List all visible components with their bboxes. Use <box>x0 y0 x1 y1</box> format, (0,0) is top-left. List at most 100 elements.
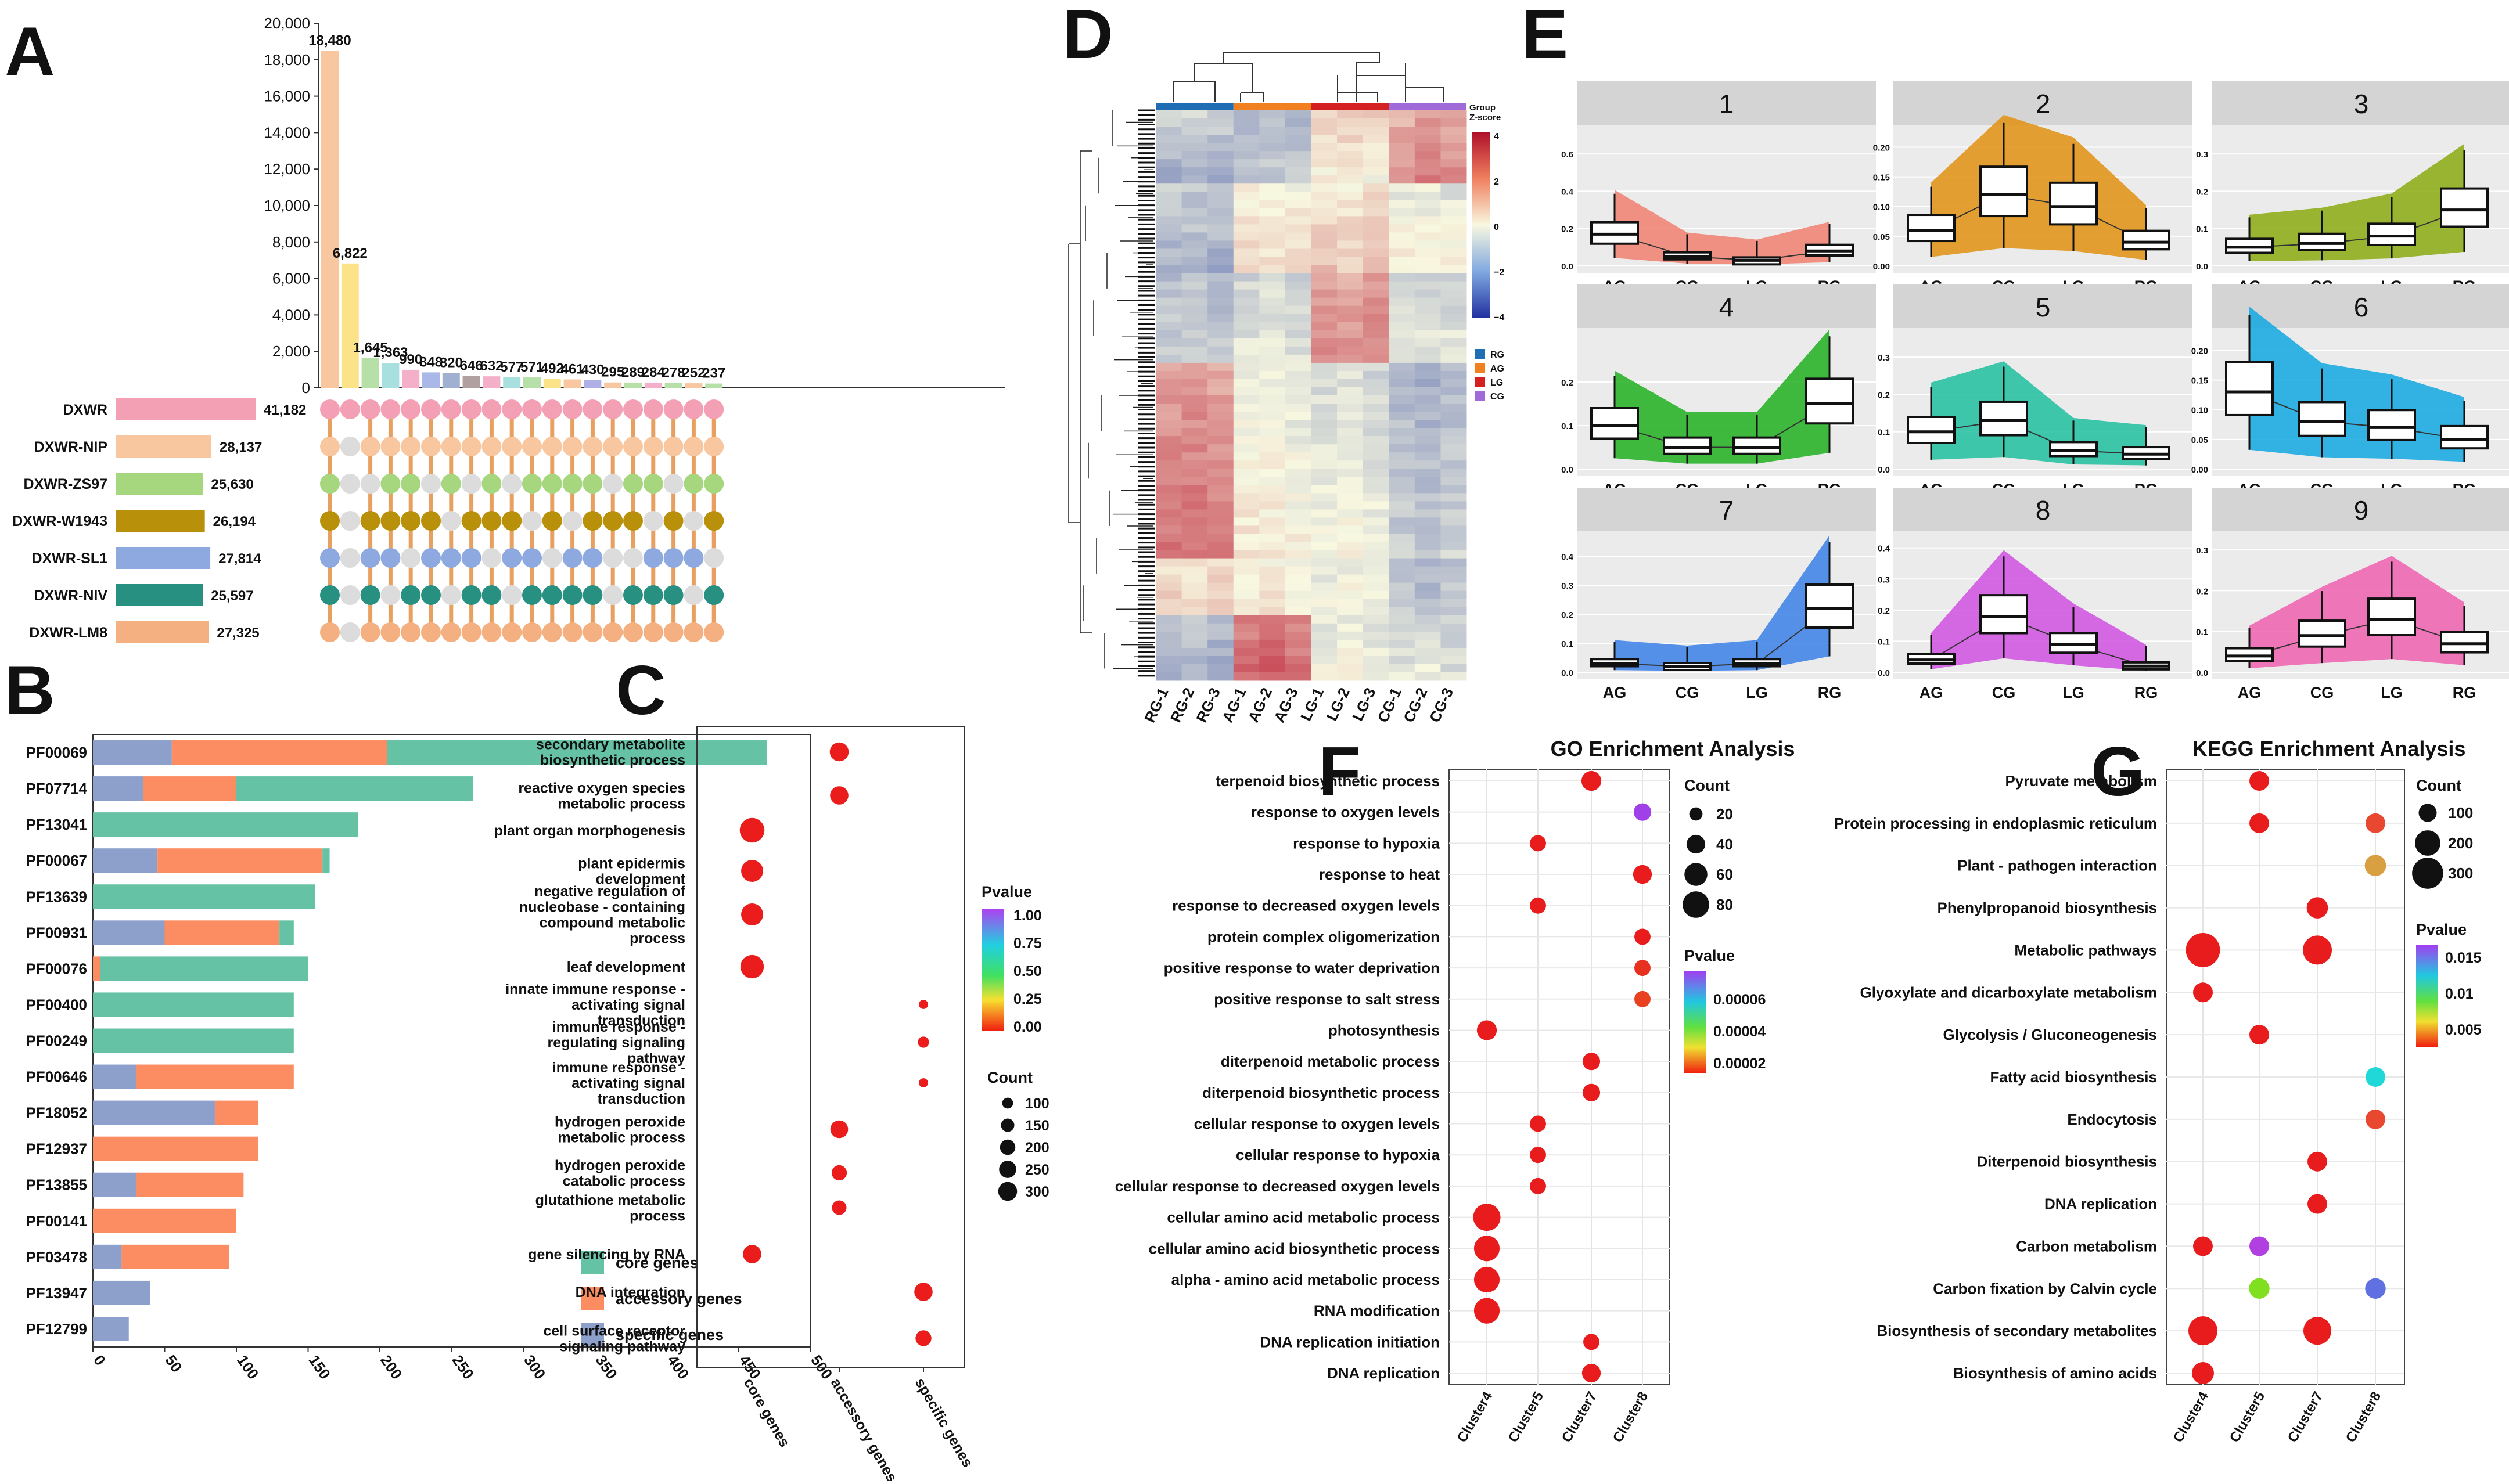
d-heatmap-cell <box>1440 444 1467 453</box>
d-heatmap-cell <box>1363 354 1389 363</box>
a-set-name: DXWR-W1943 <box>12 513 107 530</box>
d-heatmap-cell <box>1259 273 1286 282</box>
c-term-label: immune response -regulating signaling pat… <box>547 1019 685 1067</box>
d-heatmap-cell <box>1207 354 1234 363</box>
a-intersection-bar <box>604 382 622 388</box>
d-heatmap-cell <box>1207 322 1234 331</box>
e-box <box>1979 165 2028 218</box>
d-heatmap-cell <box>1259 387 1286 396</box>
d-heatmap-cell <box>1363 517 1389 526</box>
a-matrix-dot <box>704 511 724 531</box>
d-heatmap-cell <box>1414 639 1441 649</box>
c-count-title: Count <box>987 1069 1033 1086</box>
c-dot <box>743 1245 761 1263</box>
d-heatmap-cell <box>1337 501 1364 510</box>
d-heatmap-cell <box>1285 118 1311 127</box>
d-heatmap-cell <box>1181 240 1208 249</box>
a-intersection-label: 820 <box>440 355 463 370</box>
d-heatmap-cell <box>1363 639 1389 649</box>
d-heatmap-cell <box>1414 289 1441 298</box>
d-heatmap-cell <box>1181 615 1208 624</box>
d-heatmap-cell <box>1207 404 1234 412</box>
d-heatmap-cell <box>1285 167 1311 176</box>
d-heatmap-cell <box>1363 452 1389 461</box>
d-heatmap-cell <box>1440 192 1467 200</box>
a-matrix-dot <box>380 548 401 568</box>
d-heatmap-cell <box>1389 509 1415 518</box>
a-set-size-bar <box>116 510 205 532</box>
g-dot <box>2307 1151 2327 1172</box>
d-heatmap-cell <box>1389 240 1415 249</box>
f-count-tick: 20 <box>1716 805 1733 823</box>
d-heatmap-cell <box>1156 216 1182 225</box>
a-matrix-dot <box>684 399 704 419</box>
d-heatmap-cell <box>1440 143 1467 152</box>
f-dot <box>1581 770 1602 791</box>
d-heatmap-cell <box>1311 615 1338 624</box>
e-ytick-label: 0.1 <box>1561 639 1573 649</box>
e-box <box>2440 187 2489 228</box>
d-heatmap-cell <box>1233 387 1260 396</box>
d-heatmap-cell <box>1311 208 1338 217</box>
d-heatmap-cell <box>1389 297 1415 307</box>
d-heatmap-cell <box>1363 257 1389 266</box>
d-heatmap-cell <box>1285 631 1311 640</box>
panel-b: PF00069 PF07714 PF13041 PF00067 PF13639 PF009… <box>26 734 836 1382</box>
d-heatmap-cell <box>1259 672 1286 681</box>
d-heatmap-cell <box>1389 110 1415 119</box>
d-heatmap-cell <box>1181 200 1208 208</box>
a-ytick-label: 20,000 <box>264 15 310 32</box>
b-bar-segment <box>93 992 294 1017</box>
d-legend-title-zscore: Z-score <box>1469 113 1501 123</box>
d-heatmap-cell <box>1259 118 1286 127</box>
d-heatmap-cell <box>1181 452 1208 461</box>
a-matrix-dot <box>684 585 704 605</box>
d-heatmap-cell <box>1259 289 1286 298</box>
d-heatmap-cell <box>1414 192 1441 200</box>
d-heatmap-cell <box>1207 436 1234 445</box>
d-heatmap-cell <box>1207 127 1234 135</box>
d-column-label: LG-1 <box>1297 685 1327 723</box>
d-heatmap-cell <box>1156 590 1182 600</box>
a-ytick-label: 12,000 <box>264 160 310 178</box>
d-heatmap-cell <box>1207 175 1234 184</box>
b-category-label: PF00400 <box>26 996 87 1013</box>
panel-f: GO Enrichment Analysis terpenoid biosynth… <box>1115 737 1795 1445</box>
d-heatmap-cell <box>1414 314 1441 323</box>
d-heatmap-cell <box>1389 590 1415 600</box>
d-heatmap-cell <box>1440 525 1467 534</box>
f-term-label: cellular response to decreased oxygen le… <box>1115 1177 1440 1195</box>
d-heatmap-cell <box>1363 151 1389 160</box>
d-heatmap-cell <box>1363 159 1389 168</box>
d-heatmap-cell <box>1233 444 1260 453</box>
c-dot <box>914 1283 933 1301</box>
d-heatmap-cell <box>1156 289 1182 298</box>
d-heatmap-cell <box>1440 273 1467 282</box>
d-heatmap-cell <box>1337 607 1364 616</box>
d-heatmap-cell <box>1207 582 1234 592</box>
d-heatmap-cell <box>1311 599 1338 608</box>
e-ytick-label: 0.1 <box>1878 428 1890 438</box>
d-heatmap-cell <box>1311 672 1338 681</box>
d-heatmap-cell <box>1285 183 1311 192</box>
d-heatmap-cell <box>1414 200 1441 208</box>
a-ytick-label: 8,000 <box>272 233 310 251</box>
d-heatmap-cell <box>1233 208 1260 217</box>
a-matrix-dot <box>603 511 623 531</box>
d-heatmap-cell <box>1414 420 1441 428</box>
d-heatmap-cell <box>1389 672 1415 681</box>
d-heatmap-cell <box>1311 558 1338 567</box>
d-heatmap-cell <box>1311 647 1338 657</box>
f-dot <box>1581 1363 1601 1383</box>
d-heatmap-cell <box>1181 647 1208 657</box>
d-heatmap-cell <box>1207 362 1234 372</box>
a-intersection-label: 295 <box>601 365 624 380</box>
g-term-label: Carbon fixation by Calvin cycle <box>1933 1280 2157 1297</box>
d-heatmap-cell <box>1311 143 1338 152</box>
f-term-label: terpenoid biosynthetic process <box>1216 772 1440 790</box>
d-heatmap-cell <box>1363 534 1389 543</box>
d-heatmap-cell <box>1285 558 1311 567</box>
d-heatmap-cell <box>1259 200 1286 208</box>
d-heatmap-cell <box>1285 574 1311 583</box>
f-pvalue-title: Pvalue <box>1684 947 1735 964</box>
